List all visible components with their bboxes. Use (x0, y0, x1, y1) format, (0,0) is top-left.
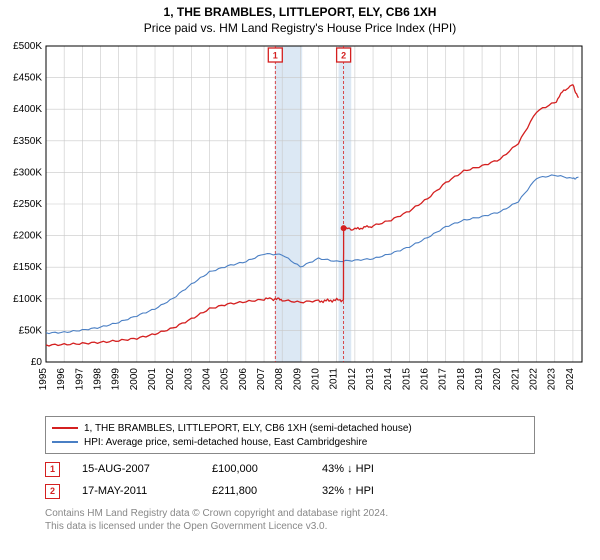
svg-text:£200K: £200K (13, 231, 42, 242)
svg-text:1995: 1995 (38, 368, 49, 391)
table-row: 1 15-AUG-2007 £100,000 43% ↓ HPI (45, 458, 432, 480)
svg-text:2011: 2011 (329, 368, 340, 390)
svg-text:2006: 2006 (238, 368, 249, 391)
svg-text:2007: 2007 (256, 368, 267, 391)
svg-text:2015: 2015 (401, 368, 412, 391)
svg-text:2: 2 (341, 51, 346, 61)
svg-text:1999: 1999 (111, 368, 122, 391)
svg-text:2016: 2016 (420, 368, 431, 391)
svg-text:2013: 2013 (365, 368, 376, 391)
svg-text:2009: 2009 (292, 368, 303, 391)
legend-label: 1, THE BRAMBLES, LITTLEPORT, ELY, CB6 1X… (84, 423, 412, 434)
svg-text:£400K: £400K (13, 104, 42, 115)
svg-text:2018: 2018 (456, 368, 467, 391)
svg-text:£150K: £150K (13, 262, 42, 273)
svg-text:2022: 2022 (529, 368, 540, 391)
legend-item: HPI: Average price, semi-detached house,… (52, 435, 528, 449)
svg-text:2008: 2008 (274, 368, 285, 391)
svg-text:£300K: £300K (13, 167, 42, 178)
footer-line: Contains HM Land Registry data © Crown c… (45, 508, 388, 521)
table-row: 2 17-MAY-2011 £211,800 32% ↑ HPI (45, 480, 432, 502)
svg-text:2001: 2001 (147, 368, 158, 391)
legend: 1, THE BRAMBLES, LITTLEPORT, ELY, CB6 1X… (45, 416, 535, 454)
svg-text:2017: 2017 (438, 368, 449, 391)
svg-text:2003: 2003 (183, 368, 194, 391)
svg-text:1997: 1997 (74, 368, 85, 391)
svg-text:2012: 2012 (347, 368, 358, 391)
svg-text:1996: 1996 (56, 368, 67, 391)
footer-line: This data is licensed under the Open Gov… (45, 521, 388, 534)
svg-text:2023: 2023 (547, 368, 558, 391)
svg-text:£250K: £250K (13, 199, 42, 210)
chart-svg: £0 £50K £100K £150K £200K £250K £300K £350K £400… (8, 40, 592, 410)
chart-subtitle: Price paid vs. HM Land Registry's House … (0, 19, 600, 35)
footer: Contains HM Land Registry data © Crown c… (45, 508, 388, 533)
svg-text:£350K: £350K (13, 136, 42, 147)
sale-pct: 43% ↓ HPI (322, 463, 432, 475)
sale-marker: 1 (45, 462, 60, 477)
legend-item: 1, THE BRAMBLES, LITTLEPORT, ELY, CB6 1X… (52, 421, 528, 435)
svg-text:£500K: £500K (13, 41, 42, 52)
legend-label: HPI: Average price, semi-detached house,… (84, 437, 367, 448)
svg-text:2000: 2000 (129, 368, 140, 391)
sale-price: £100,000 (212, 463, 322, 475)
svg-text:£50K: £50K (19, 325, 43, 336)
svg-text:2005: 2005 (220, 368, 231, 391)
svg-text:1998: 1998 (93, 368, 104, 391)
sale-date: 17-MAY-2011 (82, 485, 212, 497)
sale-marker: 2 (45, 484, 60, 499)
svg-text:2010: 2010 (311, 368, 322, 391)
chart-area: £0 £50K £100K £150K £200K £250K £300K £350K £400… (8, 40, 592, 410)
sale-price: £211,800 (212, 485, 322, 497)
sale-date: 15-AUG-2007 (82, 463, 212, 475)
svg-text:2019: 2019 (474, 368, 485, 391)
svg-text:£450K: £450K (13, 73, 42, 84)
sale-pct: 32% ↑ HPI (322, 485, 432, 497)
svg-text:2024: 2024 (565, 368, 576, 391)
svg-text:£0: £0 (31, 357, 43, 368)
chart-title: 1, THE BRAMBLES, LITTLEPORT, ELY, CB6 1X… (0, 0, 600, 19)
svg-text:2021: 2021 (510, 368, 521, 391)
svg-text:2004: 2004 (202, 368, 213, 391)
svg-text:2002: 2002 (165, 368, 176, 391)
sales-table: 1 15-AUG-2007 £100,000 43% ↓ HPI 2 17-MA… (45, 458, 432, 502)
svg-text:2014: 2014 (383, 368, 394, 391)
svg-text:1: 1 (273, 51, 278, 61)
svg-text:£100K: £100K (13, 294, 42, 305)
svg-text:2020: 2020 (492, 368, 503, 391)
